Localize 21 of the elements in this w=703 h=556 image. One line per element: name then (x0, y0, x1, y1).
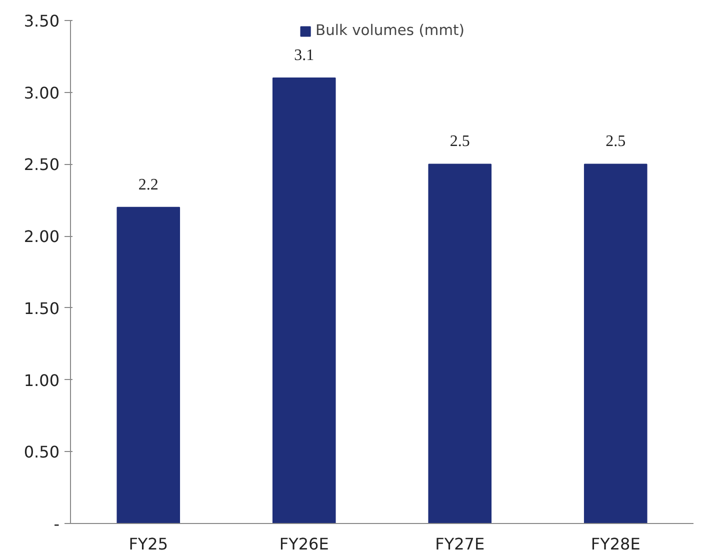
bar (272, 77, 336, 524)
x-tick-label: FY27E (435, 534, 485, 554)
y-tick-label: 1.50 (24, 298, 60, 318)
y-tick-label: 2.00 (24, 227, 60, 246)
x-tick-label: FY25 (128, 534, 168, 554)
data-label: 2.2 (138, 176, 158, 194)
x-tick-label: FY26E (279, 534, 329, 554)
data-label: 3.1 (294, 46, 314, 64)
y-tick-label: 2.50 (24, 155, 60, 174)
y-tick-label: 3.00 (24, 83, 60, 102)
y-tick-label: 3.50 (24, 12, 60, 30)
bar (584, 164, 648, 524)
data-label: 2.5 (606, 133, 626, 150)
y-tick-label: 0.50 (24, 442, 60, 462)
legend-label: Bulk volumes (mmt) (316, 22, 464, 39)
bar (428, 164, 492, 524)
data-label: 2.5 (450, 133, 470, 150)
y-tick-label: - (54, 514, 60, 534)
bar (116, 206, 180, 524)
y-tick-label: 1.00 (24, 370, 60, 390)
x-tick-label: FY28E (590, 534, 640, 554)
